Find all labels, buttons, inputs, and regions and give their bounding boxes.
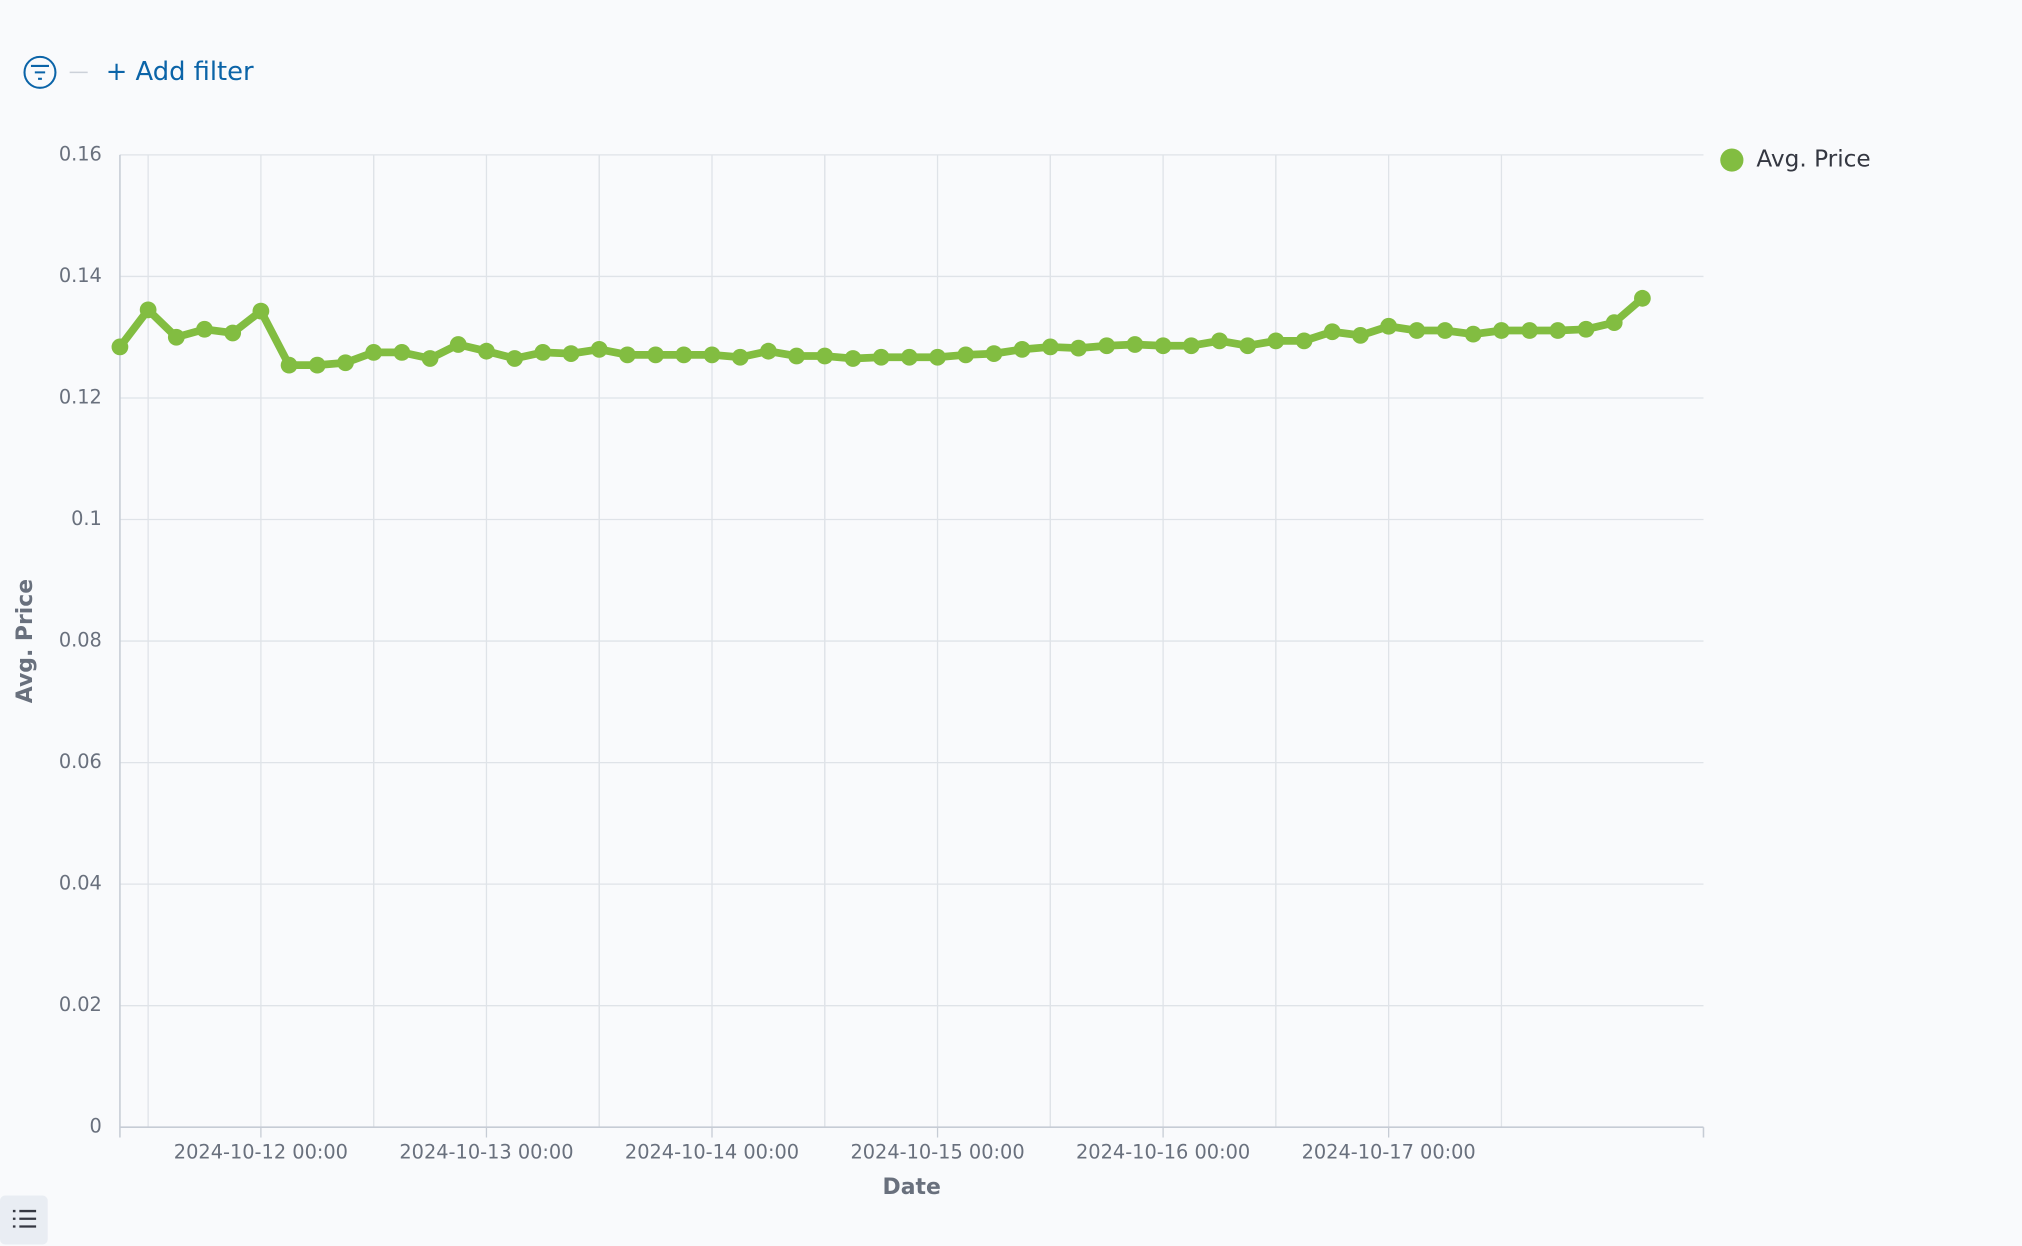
data-point bbox=[365, 344, 383, 361]
data-point bbox=[308, 356, 326, 374]
data-point bbox=[619, 346, 636, 364]
data-point bbox=[1098, 337, 1116, 355]
data-point bbox=[534, 344, 552, 361]
data-point bbox=[1605, 314, 1623, 332]
data-point bbox=[957, 346, 975, 364]
data-point bbox=[111, 338, 129, 356]
data-point bbox=[816, 347, 834, 365]
x-tick-label: 2024-10-17 00:00 bbox=[1302, 1141, 1476, 1164]
y-tick-label: 0.06 bbox=[59, 750, 102, 773]
x-tick-label: 2024-10-14 00:00 bbox=[625, 1141, 799, 1164]
data-point bbox=[224, 324, 242, 342]
x-tick-label: 2024-10-13 00:00 bbox=[399, 1141, 573, 1164]
data-point bbox=[1521, 322, 1539, 339]
data-point bbox=[1493, 322, 1510, 339]
data-point bbox=[196, 320, 213, 338]
y-tick-label: 0.16 bbox=[59, 142, 102, 165]
data-point bbox=[1380, 317, 1398, 335]
data-point bbox=[1464, 325, 1482, 343]
y-tick-label: 0.12 bbox=[59, 385, 102, 408]
legend-toggle-bg bbox=[0, 1195, 48, 1245]
y-tick-label: 0.08 bbox=[59, 629, 102, 652]
data-point bbox=[393, 344, 411, 361]
data-point bbox=[167, 328, 185, 346]
filter-icon-lines bbox=[30, 64, 50, 80]
legend-toggle[interactable] bbox=[0, 1195, 48, 1245]
data-point bbox=[929, 348, 946, 366]
data-point bbox=[900, 348, 918, 366]
y-tick-label: 0.02 bbox=[59, 993, 102, 1016]
filter-icon-circle bbox=[23, 55, 57, 89]
data-point bbox=[280, 356, 298, 374]
legend-label: Avg. Price bbox=[1756, 146, 1870, 173]
data-point bbox=[1577, 320, 1595, 338]
data-point bbox=[844, 350, 862, 367]
filter-icon[interactable] bbox=[23, 55, 57, 89]
data-point bbox=[1436, 322, 1454, 339]
y-axis-title: Avg. Price bbox=[13, 579, 38, 703]
data-point bbox=[478, 342, 495, 360]
y-tick-label: 0 bbox=[90, 1115, 102, 1138]
data-point bbox=[337, 354, 354, 372]
data-point bbox=[1211, 332, 1228, 350]
plot bbox=[111, 289, 1651, 374]
data-point bbox=[1041, 338, 1059, 356]
x-axis-title: Date bbox=[883, 1175, 941, 1200]
add-filter-button[interactable]: + Add filter bbox=[106, 57, 254, 87]
data-point bbox=[985, 345, 1003, 362]
data-point bbox=[1408, 322, 1426, 339]
data-point bbox=[252, 302, 270, 320]
data-point bbox=[1352, 327, 1369, 344]
data-point bbox=[1634, 289, 1651, 307]
data-point bbox=[1126, 336, 1144, 353]
y-tick-label: 0.14 bbox=[59, 264, 102, 287]
data-point bbox=[1323, 323, 1341, 341]
data-point bbox=[421, 350, 439, 367]
y-tick-label: 0.1 bbox=[71, 507, 102, 530]
x-tick-label: 2024-10-12 00:00 bbox=[174, 1141, 348, 1164]
grid bbox=[119, 154, 1705, 1138]
x-tick-label: 2024-10-16 00:00 bbox=[1076, 1141, 1250, 1164]
data-point bbox=[590, 340, 608, 358]
data-point bbox=[647, 346, 664, 364]
data-point bbox=[1295, 332, 1313, 350]
data-point bbox=[703, 346, 721, 364]
data-point bbox=[1267, 332, 1285, 350]
data-point bbox=[1239, 337, 1257, 355]
data-point bbox=[562, 345, 580, 362]
x-tick-label: 2024-10-15 00:00 bbox=[850, 1141, 1024, 1164]
data-point bbox=[731, 348, 749, 366]
legend-toggle-icon bbox=[12, 1209, 37, 1228]
data-point bbox=[1182, 337, 1200, 355]
data-point bbox=[1070, 339, 1087, 357]
data-point bbox=[506, 350, 524, 367]
data-point bbox=[760, 342, 777, 360]
data-point bbox=[139, 301, 157, 319]
data-point bbox=[449, 336, 467, 353]
data-point bbox=[1154, 337, 1172, 355]
data-point bbox=[788, 347, 805, 365]
data-point bbox=[1549, 322, 1567, 339]
data-point bbox=[1013, 340, 1031, 358]
data-point bbox=[872, 348, 890, 366]
y-tick-label: 0.04 bbox=[59, 872, 102, 895]
legend-swatch bbox=[1720, 148, 1744, 172]
data-point bbox=[675, 346, 693, 364]
